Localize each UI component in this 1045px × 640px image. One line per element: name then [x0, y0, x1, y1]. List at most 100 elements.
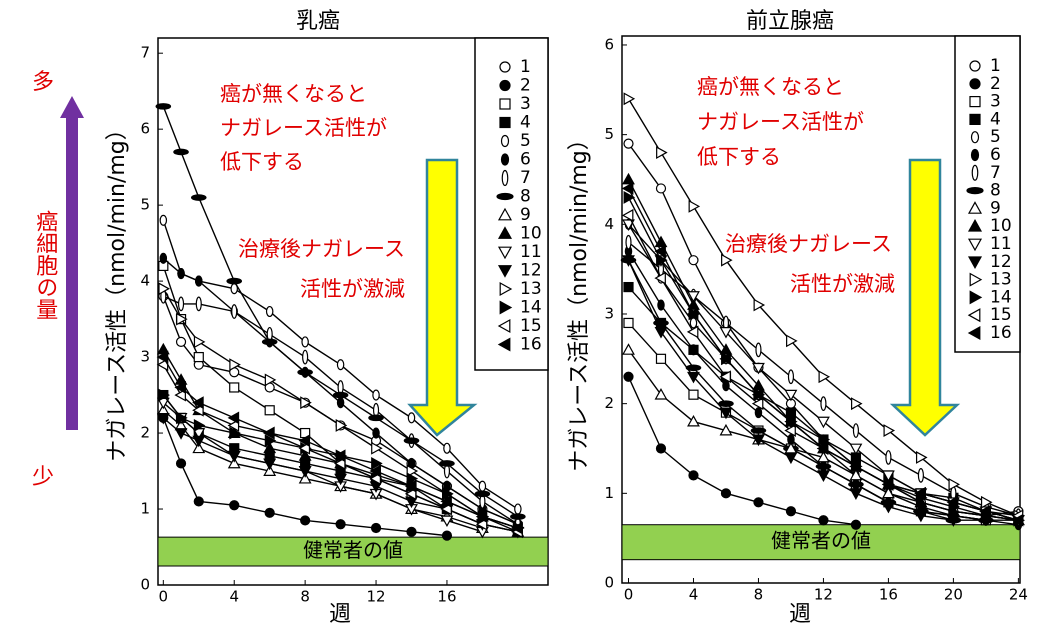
marker [622, 255, 635, 267]
marker [264, 373, 277, 387]
marker [192, 396, 204, 410]
legend-marker [969, 95, 981, 108]
marker [298, 466, 312, 478]
marker [752, 434, 765, 447]
legend-label: 7 [520, 168, 531, 188]
marker [404, 479, 417, 493]
marker [227, 411, 240, 425]
legend-label: 10 [520, 224, 542, 244]
marker [623, 138, 634, 149]
marker [688, 389, 699, 400]
marker [174, 428, 188, 440]
marker [264, 434, 277, 448]
marker [848, 481, 864, 488]
marker [852, 423, 860, 438]
marker [686, 325, 699, 339]
y-tick-label: 1 [604, 484, 614, 502]
legend-label: 13 [520, 279, 542, 299]
marker [818, 515, 829, 526]
marker [917, 468, 924, 483]
marker [442, 487, 454, 501]
marker [443, 442, 451, 454]
marker [156, 350, 169, 364]
marker [687, 371, 700, 384]
legend-label: 16 [990, 323, 1012, 343]
marker [621, 208, 634, 222]
marker [687, 298, 700, 310]
marker [229, 358, 241, 372]
legend-label: 16 [520, 335, 542, 355]
marker [719, 423, 733, 436]
marker [265, 305, 274, 318]
legend-label: 1 [990, 56, 1001, 76]
marker [407, 412, 416, 424]
marker [817, 416, 830, 429]
legend-marker [499, 61, 511, 73]
marker [369, 464, 381, 478]
marker [623, 317, 634, 329]
legend-marker [969, 78, 981, 90]
marker [755, 342, 762, 358]
marker [915, 451, 928, 464]
series-line [162, 417, 448, 537]
legend-label: 4 [520, 113, 531, 133]
marker [754, 407, 763, 419]
marker [851, 397, 863, 411]
legend-label: 3 [520, 94, 531, 114]
legend-label: 6 [520, 150, 531, 170]
legend-label: 8 [990, 181, 1001, 201]
marker [654, 271, 666, 285]
yellow-arrow [889, 158, 961, 437]
normal-band-label: 健常者の値 [771, 529, 871, 553]
legend-marker [500, 134, 510, 148]
side-top: 多 [32, 70, 55, 95]
marker [300, 515, 311, 526]
marker [948, 477, 961, 491]
marker [817, 470, 830, 483]
marker [689, 317, 698, 329]
legend-marker [500, 153, 510, 166]
marker [264, 507, 275, 518]
marker [263, 458, 277, 471]
legend-label: 8 [520, 187, 531, 207]
chart-title: 乳癌 [296, 9, 340, 34]
marker [478, 480, 487, 492]
marker [752, 362, 765, 375]
legend-label: 4 [990, 109, 1001, 129]
marker [261, 338, 278, 346]
legend-marker [967, 238, 983, 252]
marker [818, 433, 831, 446]
legend-marker [967, 201, 983, 214]
legend-label: 5 [990, 127, 1001, 147]
marker [751, 397, 764, 411]
marker [334, 473, 348, 486]
marker [881, 477, 894, 491]
yellow-arrow [407, 158, 478, 437]
marker [820, 396, 827, 412]
legend-label: 10 [990, 216, 1012, 236]
y-tick-label: 4 [604, 215, 614, 233]
marker [474, 490, 491, 498]
legend-marker [499, 79, 511, 92]
legend-label: 1 [520, 57, 531, 77]
legend-marker [497, 246, 513, 260]
marker [264, 405, 275, 416]
legend-label: 15 [520, 316, 542, 336]
y-tick-label: 6 [140, 120, 150, 138]
annotation: 治療後ナガレース [238, 237, 405, 261]
marker [229, 382, 240, 393]
marker [817, 450, 830, 463]
marker [195, 296, 202, 312]
marker [475, 517, 488, 531]
marker [753, 298, 766, 312]
marker [229, 500, 240, 511]
legend-marker [970, 148, 980, 162]
marker [440, 502, 452, 516]
series-line [162, 364, 519, 533]
legend-label: 5 [520, 131, 531, 151]
marker [300, 396, 312, 410]
x-tick-label: 24 [1009, 586, 1028, 604]
marker [786, 334, 798, 348]
y-axis-label: ナガレース活性（nmol/min/mg） [567, 128, 592, 472]
marker [158, 282, 170, 296]
